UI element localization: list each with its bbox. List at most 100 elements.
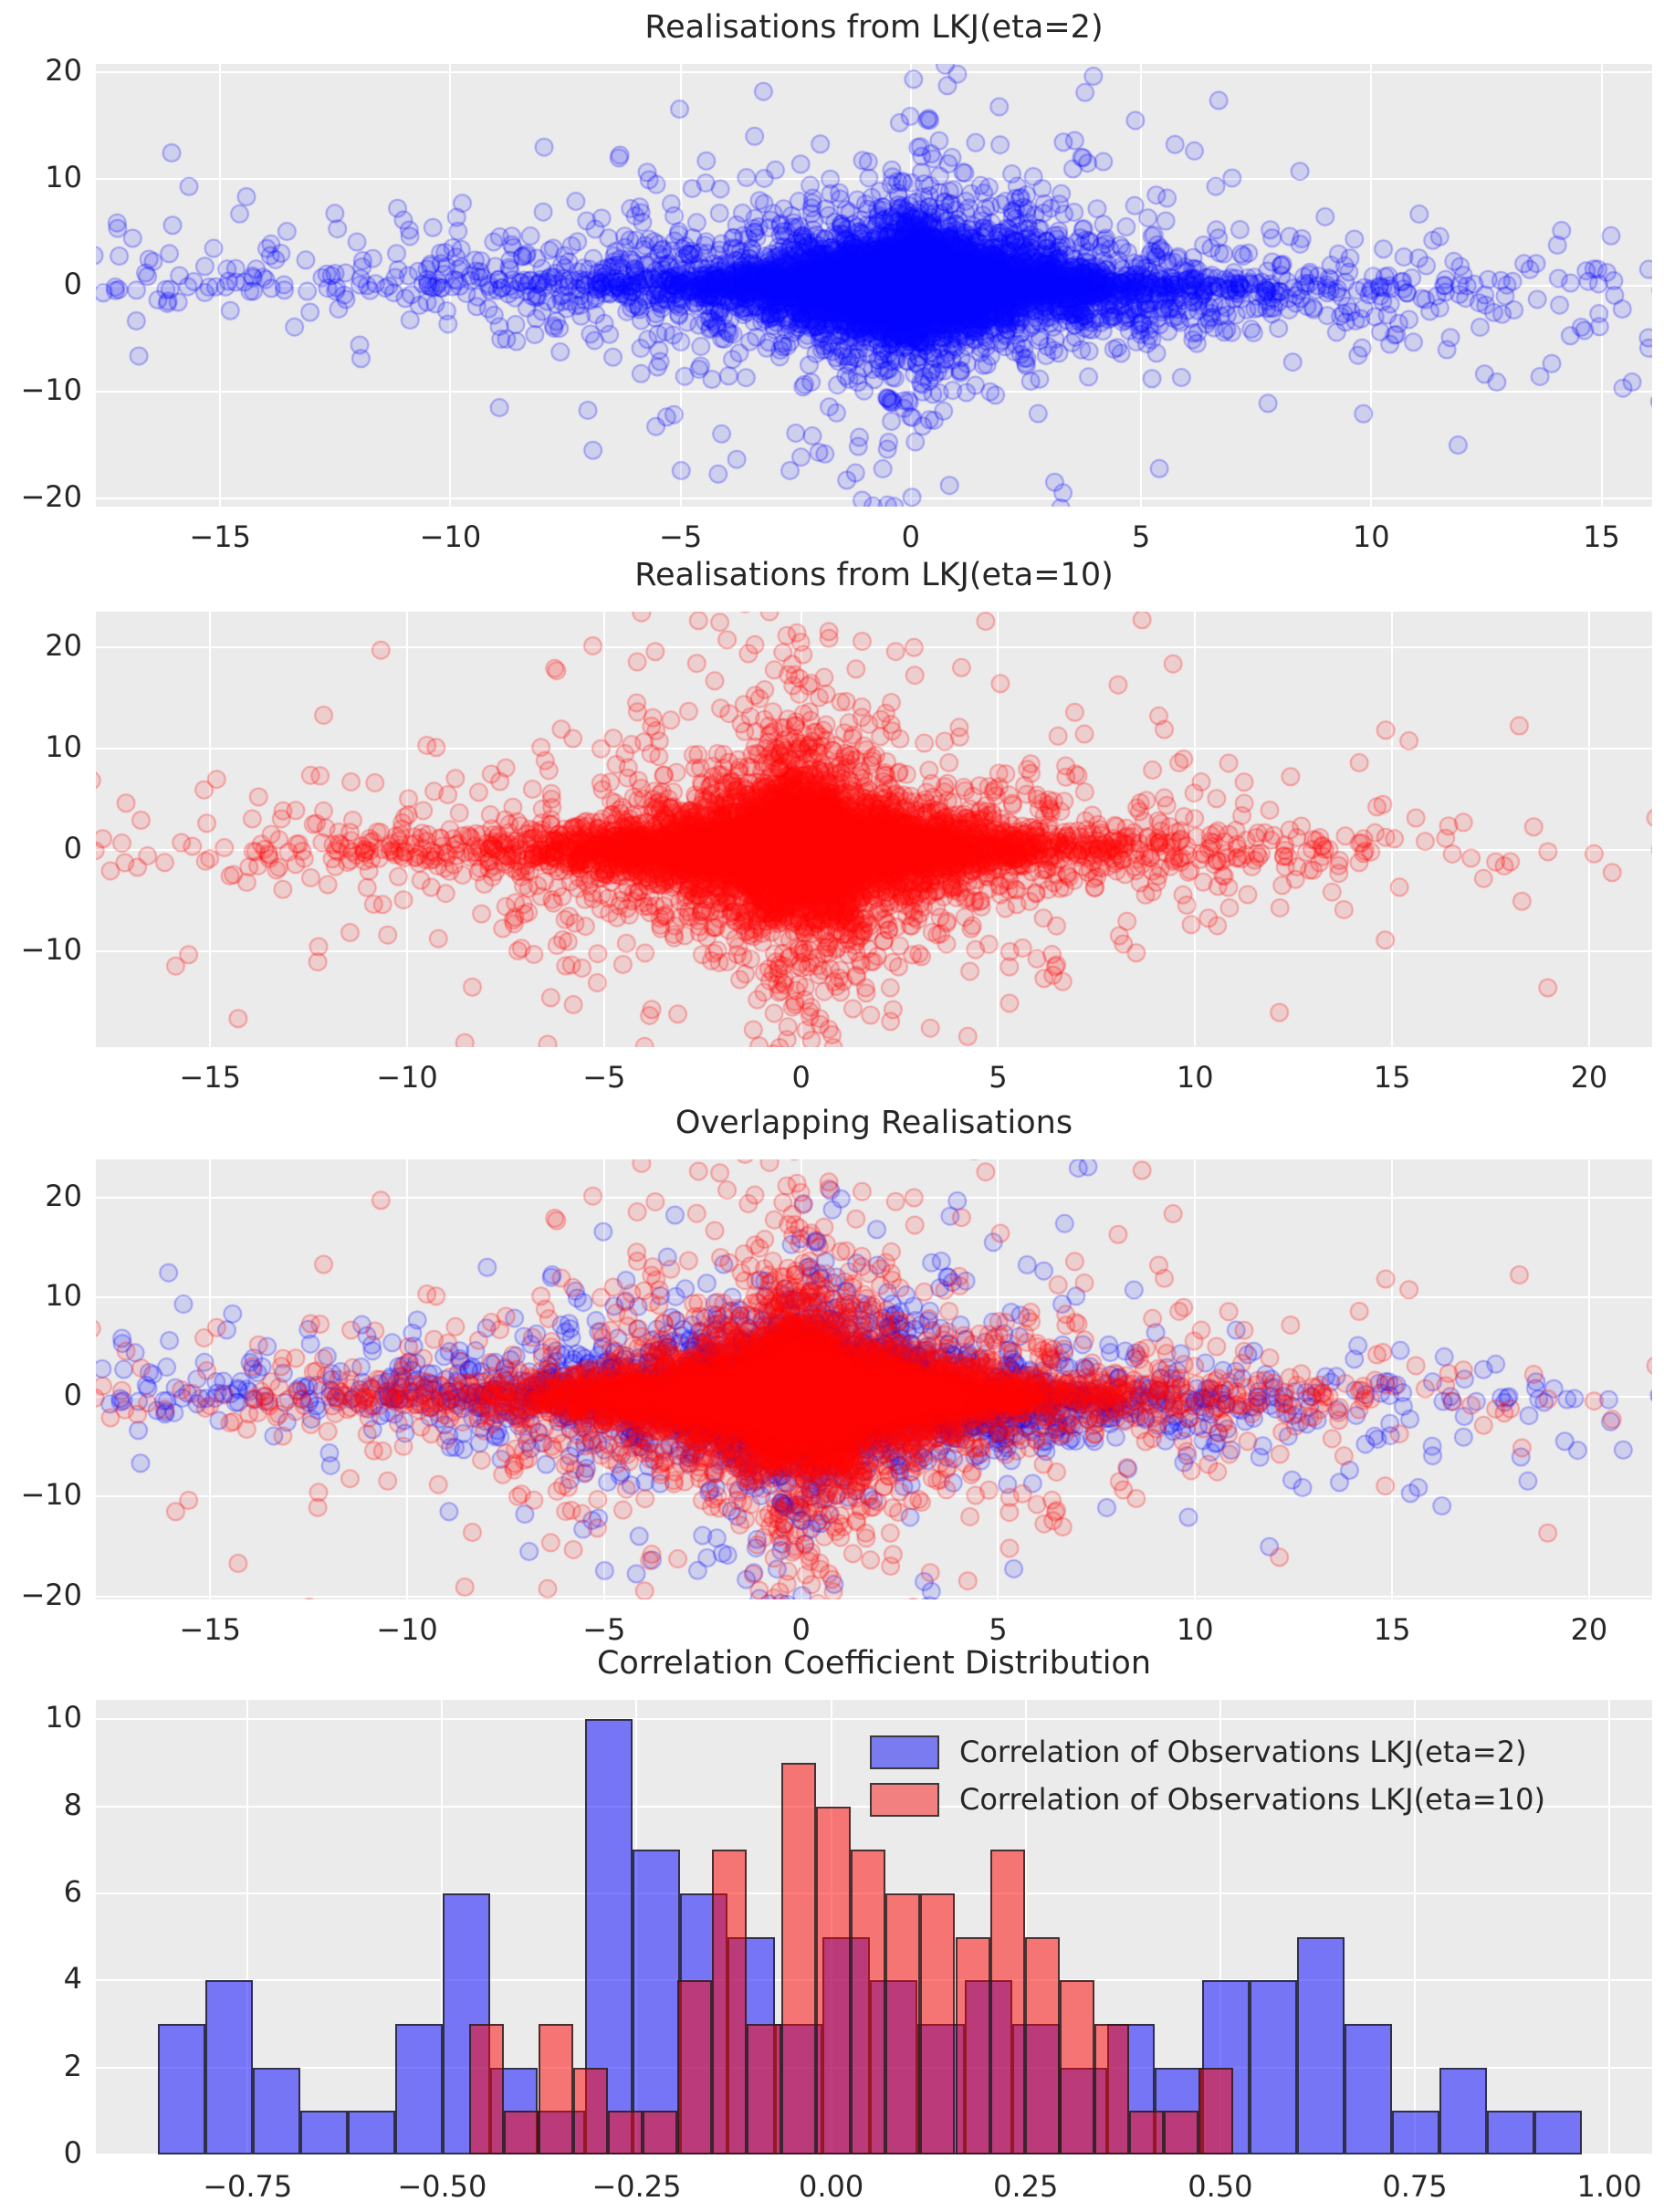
y-gridline (96, 2154, 1652, 2155)
hist-bar-eta10 (989, 1850, 1025, 2154)
x-tick-label: 0.25 (993, 2169, 1059, 2204)
hist-bar-eta10 (1128, 2111, 1164, 2154)
x-tick-label: 10 (1176, 1060, 1214, 1095)
y-tick-label: −10 (20, 372, 82, 408)
hist-bar-eta10 (1094, 2024, 1129, 2154)
subplot-title-3: Overlapping Realisations (675, 1105, 1073, 1141)
hist-bar-eta10 (1024, 1936, 1060, 2154)
legend-label: Correlation of Observations LKJ(eta=10) (959, 1782, 1545, 1817)
x-tick-label: −15 (179, 1060, 241, 1095)
x-tick-label: 10 (1352, 519, 1390, 554)
axes-4: Correlation of Observations LKJ(eta=2) Co… (96, 1700, 1652, 2155)
hist-bar-eta2 (1345, 2024, 1393, 2154)
legend: Correlation of Observations LKJ(eta=2) Co… (870, 1735, 1545, 1829)
axes-1 (96, 64, 1652, 507)
hist-bar-eta2 (1297, 1936, 1345, 2154)
y-tick-label: 20 (45, 53, 82, 89)
x-tick-label: −0.25 (591, 2169, 682, 2204)
x-tick-label: 15 (1583, 519, 1620, 554)
y-tick-label: 10 (45, 159, 82, 194)
y-tick-label: 0 (63, 1378, 82, 1413)
x-gridline (1413, 1700, 1416, 2154)
hist-bar-eta10 (747, 2024, 782, 2154)
y-tick-label: 10 (45, 729, 82, 764)
hist-bar-eta10 (643, 2111, 678, 2154)
hist-bar-eta2 (205, 1980, 254, 2154)
y-tick-label: −20 (20, 478, 82, 514)
x-tick-label: 0.50 (1188, 2169, 1253, 2204)
y-tick-label: 10 (45, 1700, 82, 1735)
hist-bar-eta10 (816, 1806, 852, 2154)
x-tick-label: −15 (189, 519, 251, 554)
hist-bar-eta10 (1198, 2067, 1233, 2154)
x-tick-label: 0.00 (798, 2169, 864, 2204)
x-tick-label: 0 (791, 1060, 811, 1095)
hist-bar-eta2 (158, 2024, 206, 2154)
hist-bar-eta10 (781, 1763, 817, 2154)
x-tick-label: 0 (791, 1612, 811, 1647)
x-tick-label: 5 (989, 1060, 1008, 1095)
y-tick-label: 2 (63, 2048, 82, 2083)
x-tick-label: −0.75 (203, 2169, 293, 2204)
x-tick-label: −10 (419, 519, 482, 554)
x-tick-label: 0 (901, 519, 921, 554)
x-tick-label: −10 (376, 1060, 438, 1095)
legend-label: Correlation of Observations LKJ(eta=2) (959, 1735, 1527, 1769)
subplot-title-2: Realisations from LKJ(eta=10) (634, 557, 1114, 593)
x-gridline (246, 1700, 249, 2154)
x-gridline (1608, 1700, 1611, 2154)
hist-bar-eta10 (1163, 2111, 1198, 2154)
hist-bar-eta2 (1439, 2067, 1488, 2154)
hist-bar-eta10 (712, 1850, 748, 2154)
hist-bar-eta2 (1487, 2111, 1535, 2154)
hist-bar-eta2 (395, 2024, 444, 2154)
hist-bar-eta2 (348, 2111, 396, 2154)
axes-3 (96, 1159, 1652, 1599)
x-tick-label: −15 (179, 1612, 241, 1647)
hist-bar-eta10 (504, 2111, 539, 2154)
hist-bar-eta2 (1534, 2111, 1583, 2154)
x-tick-label: −5 (659, 519, 703, 554)
y-tick-label: −10 (20, 931, 82, 967)
y-tick-label: 20 (45, 1178, 82, 1213)
hist-bar-eta10 (573, 2067, 609, 2154)
hist-bar-eta10 (1059, 1980, 1094, 2154)
x-gridline (1024, 1700, 1027, 2154)
hist-bar-eta10 (920, 1893, 956, 2154)
scatter-canvas-3 (96, 1159, 1652, 1599)
x-gridline (441, 1700, 444, 2154)
x-tick-label: −5 (582, 1612, 626, 1647)
legend-item-eta10: Correlation of Observations LKJ(eta=10) (870, 1782, 1545, 1817)
x-tick-label: 15 (1373, 1612, 1411, 1647)
subplot-title-4: Correlation Coefficient Distribution (596, 1645, 1152, 1682)
hist-bar-eta10 (851, 1850, 886, 2154)
y-gridline (96, 1718, 1652, 1721)
x-tick-label: 1.00 (1576, 2169, 1642, 2204)
legend-swatch-eta2 (870, 1735, 939, 1769)
y-tick-label: 10 (45, 1277, 82, 1313)
x-tick-label: 0.75 (1382, 2169, 1448, 2204)
hist-bar-eta10 (677, 1980, 713, 2154)
hist-bar-eta10 (539, 2024, 574, 2154)
hist-bar-eta2 (1250, 1980, 1298, 2154)
hist-bar-eta10 (469, 2024, 505, 2154)
legend-swatch-eta10 (870, 1782, 939, 1817)
y-tick-label: 0 (63, 830, 82, 865)
hist-bar-eta10 (885, 1893, 921, 2154)
y-tick-label: −20 (20, 1577, 82, 1612)
scatter-canvas-1 (96, 64, 1652, 507)
x-tick-label: −5 (582, 1060, 626, 1095)
y-tick-label: 4 (63, 1961, 82, 1997)
hist-bar-eta10 (608, 2111, 644, 2154)
y-tick-label: 6 (63, 1874, 82, 1910)
hist-bar-eta2 (1392, 2111, 1440, 2154)
scatter-canvas-2 (96, 612, 1652, 1047)
x-tick-label: −10 (376, 1612, 438, 1647)
x-tick-label: 10 (1176, 1612, 1214, 1647)
subplot-title-1: Realisations from LKJ(eta=2) (644, 9, 1104, 46)
y-tick-label: 0 (63, 266, 82, 301)
x-tick-label: 20 (1570, 1612, 1608, 1647)
x-tick-label: 20 (1570, 1060, 1608, 1095)
x-tick-label: 5 (989, 1612, 1008, 1647)
